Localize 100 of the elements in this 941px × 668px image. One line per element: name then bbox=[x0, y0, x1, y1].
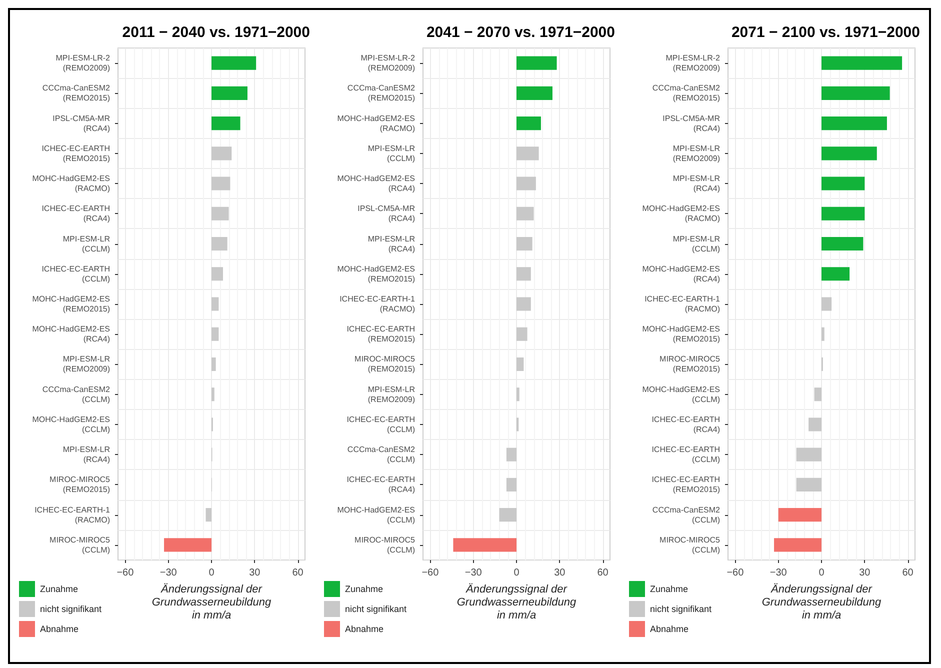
x-tick-label: −30 bbox=[770, 568, 788, 578]
x-tick-label: −60 bbox=[726, 568, 744, 578]
y-tick-label: MPI-ESM-LR (REMO2009) bbox=[672, 144, 720, 163]
x-tick-label: −60 bbox=[116, 568, 134, 578]
bar bbox=[808, 418, 822, 432]
bar bbox=[822, 146, 877, 160]
y-tick-label: IPSL-CM5A-MR (RCA4) bbox=[52, 114, 110, 133]
x-tick-label: 30 bbox=[554, 568, 566, 578]
bar bbox=[814, 388, 822, 402]
y-tick-label: ICHEC-EC-EARTH (REMO2015) bbox=[42, 144, 110, 163]
y-tick-label: ICHEC-EC-EARTH-1 (RACMO) bbox=[340, 294, 416, 314]
y-tick-label: MOHC-HadGEM2-ES (CCLM) bbox=[337, 505, 416, 524]
bar bbox=[499, 508, 516, 522]
x-tick-label: 60 bbox=[597, 568, 609, 578]
x-tick-label: 30 bbox=[859, 568, 871, 578]
x-tick-label: 0 bbox=[514, 568, 520, 578]
y-tick-label: MIROC-MIROC5 (REMO2015) bbox=[660, 354, 721, 374]
bar bbox=[796, 448, 822, 462]
x-tick-label: 60 bbox=[902, 568, 914, 578]
y-tick-label: ICHEC-EC-EARTH (CCLM) bbox=[346, 414, 416, 434]
y-tick-label: MPI-ESM-LR (REMO2009) bbox=[368, 384, 416, 404]
y-tick-label: MOHC-HadGEM2-ES (CCLM) bbox=[642, 384, 720, 404]
bar bbox=[506, 478, 516, 492]
y-tick-label: MOHC-HadGEM2-ES (REMO2015) bbox=[32, 294, 110, 314]
y-tick-label: MIROC-MIROC5 (CCLM) bbox=[354, 535, 416, 554]
y-tick-label: CCCma-CanESM2 (REMO2015) bbox=[42, 84, 111, 103]
bar bbox=[778, 508, 822, 522]
y-tick-label: ICHEC-EC-EARTH-1 (RACMO) bbox=[34, 505, 111, 524]
bar bbox=[822, 86, 890, 100]
legend-label: Zunahme bbox=[40, 584, 78, 594]
legend-label: nicht signifikant bbox=[40, 604, 102, 614]
bar bbox=[212, 86, 248, 100]
bar bbox=[516, 116, 541, 130]
y-tick-label: CCCma-CanESM2 (REMO2015) bbox=[347, 84, 416, 103]
y-tick-label: ICHEC-EC-EARTH (REMO2015) bbox=[346, 324, 416, 344]
bar bbox=[822, 327, 824, 341]
bar bbox=[516, 206, 534, 220]
y-tick-label: ICHEC-EC-EARTH (RCA4) bbox=[346, 475, 416, 494]
bar bbox=[516, 297, 531, 311]
y-tick-label: MOHC-HadGEM2-ES (RCA4) bbox=[642, 264, 720, 284]
bar bbox=[212, 327, 219, 341]
legend-label: Zunahme bbox=[650, 584, 688, 594]
bar bbox=[822, 176, 865, 190]
y-tick-label: MIROC-MIROC5 (CCLM) bbox=[50, 535, 111, 554]
bar bbox=[212, 176, 230, 190]
y-tick-label: ICHEC-EC-EARTH (RCA4) bbox=[652, 414, 720, 434]
bar bbox=[212, 206, 229, 220]
x-tick-label: −30 bbox=[464, 568, 482, 578]
bar bbox=[212, 267, 224, 281]
legend-label: nicht signifikant bbox=[650, 604, 712, 614]
x-axis-title: Änderungssignal der Grundwasserneubildung in mm/a bbox=[762, 582, 882, 622]
bar bbox=[516, 357, 524, 372]
y-tick-label: ICHEC-EC-EARTH (CCLM) bbox=[42, 264, 110, 284]
y-tick-label: MOHC-HadGEM2-ES (RACMO) bbox=[337, 114, 416, 133]
y-tick-label: CCCma-CanESM2 (CCLM) bbox=[652, 505, 721, 524]
y-tick-label: CCCma-CanESM2 (REMO2015) bbox=[652, 84, 721, 103]
y-tick-label: MPI-ESM-LR (RCA4) bbox=[672, 174, 720, 194]
y-tick-label: MPI-ESM-LR-2 (REMO2009) bbox=[360, 54, 416, 73]
bar bbox=[822, 206, 865, 220]
bar bbox=[822, 116, 887, 130]
y-tick-label: MIROC-MIROC5 (CCLM) bbox=[660, 535, 721, 554]
y-tick-label: MOHC-HadGEM2-ES (REMO2015) bbox=[642, 324, 720, 344]
bar bbox=[516, 388, 520, 402]
y-tick-label: MPI-ESM-LR (REMO2009) bbox=[62, 354, 110, 374]
y-tick-label: MIROC-MIROC5 (REMO2015) bbox=[50, 475, 111, 494]
y-tick-label: MPI-ESM-LR (CCLM) bbox=[672, 234, 720, 254]
y-tick-label: IPSL-CM5A-MR (RCA4) bbox=[662, 114, 720, 133]
bar bbox=[453, 538, 516, 552]
y-tick-label: MOHC-HadGEM2-ES (RCA4) bbox=[32, 324, 110, 344]
legend-label: Abnahme bbox=[650, 624, 689, 634]
bar bbox=[212, 116, 240, 130]
bar bbox=[212, 236, 228, 251]
bar bbox=[516, 176, 536, 190]
y-tick-label: MOHC-HadGEM2-ES (CCLM) bbox=[32, 414, 110, 434]
bar bbox=[212, 56, 256, 70]
x-axis-title: Änderungssignal der Grundwasserneubildung in mm/a bbox=[456, 582, 577, 622]
chart-title: 2071 − 2100 vs. 1971−2000 bbox=[731, 24, 920, 41]
y-tick-label: IPSL-CM5A-MR (RCA4) bbox=[358, 204, 416, 224]
y-tick-label: MPI-ESM-LR (CCLM) bbox=[368, 144, 416, 163]
x-tick-label: 0 bbox=[208, 568, 215, 578]
x-tick-label: 60 bbox=[292, 568, 304, 578]
y-tick-label: CCCma-CanESM2 (CCLM) bbox=[42, 384, 111, 404]
y-tick-label: MPI-ESM-LR-2 (REMO2009) bbox=[666, 54, 721, 73]
x-tick-label: −60 bbox=[422, 568, 440, 578]
x-tick-label: 0 bbox=[818, 568, 825, 578]
y-tick-label: ICHEC-EC-EARTH (CCLM) bbox=[652, 445, 720, 464]
bar bbox=[212, 388, 214, 402]
chart-title: 2041 − 2070 vs. 1971−2000 bbox=[426, 24, 615, 41]
bar bbox=[516, 86, 552, 100]
legend-label: Zunahme bbox=[345, 584, 384, 594]
y-tick-label: MOHC-HadGEM2-ES (RACMO) bbox=[642, 204, 720, 224]
y-tick-label: CCCma-CanESM2 (CCLM) bbox=[347, 445, 416, 464]
bar bbox=[796, 478, 822, 492]
y-tick-label: ICHEC-EC-EARTH-1 (RACMO) bbox=[644, 294, 721, 314]
y-tick-label: MPI-ESM-LR (CCLM) bbox=[62, 234, 110, 254]
bar bbox=[822, 297, 832, 311]
bar bbox=[774, 538, 822, 552]
legend-label: Abnahme bbox=[345, 624, 384, 634]
y-tick-label: MPI-ESM-LR-2 (REMO2009) bbox=[56, 54, 111, 73]
bar bbox=[164, 538, 212, 552]
